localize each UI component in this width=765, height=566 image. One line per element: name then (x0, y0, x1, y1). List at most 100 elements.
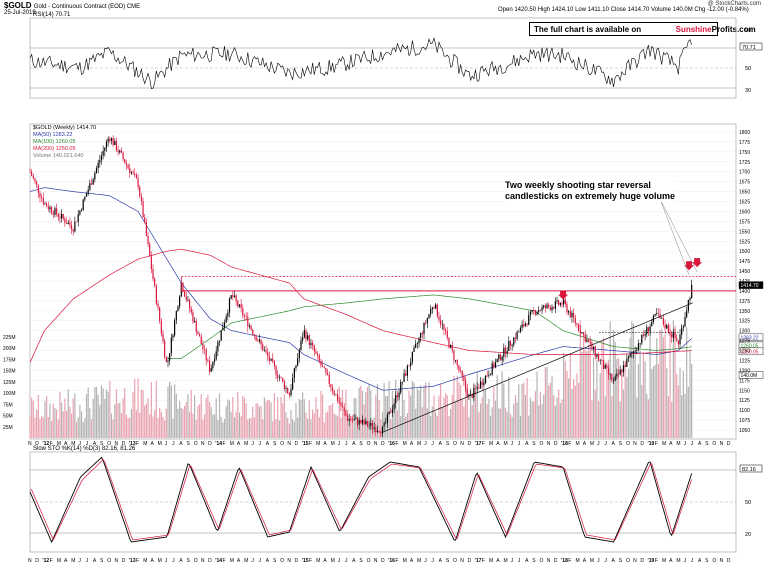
volume-bar (99, 405, 101, 438)
volume-bar (230, 412, 232, 438)
volume-bar (393, 408, 395, 438)
volume-bar (338, 386, 340, 438)
candle-body (265, 350, 267, 353)
x-axis-label: M (662, 558, 666, 564)
candle-body (513, 337, 515, 345)
volume-bar (383, 383, 385, 438)
candle-body (247, 316, 249, 327)
volume-bar (155, 380, 157, 438)
volume-bar (165, 408, 167, 438)
x-axis-label: '17 (475, 441, 482, 447)
volume-bar (589, 335, 591, 438)
candle-body (636, 350, 638, 351)
candle-body (686, 310, 688, 318)
candle-body (283, 381, 285, 389)
volume-bar (436, 415, 438, 438)
volume-bar (278, 420, 280, 438)
x-axis-label: D (295, 441, 299, 447)
x-axis-label: '13 (129, 441, 136, 447)
x-axis-label: A (439, 441, 443, 447)
candle-body (538, 310, 540, 313)
price-tick-label: 1550 (739, 229, 750, 235)
price-tick-label: 1200 (739, 368, 750, 374)
x-axis-label: O (107, 441, 111, 447)
candle-body (423, 323, 425, 334)
candle-body (137, 178, 139, 187)
x-axis-label: D (727, 558, 731, 564)
banner-text: The full chart is available on (534, 25, 642, 34)
volume-bar (450, 408, 452, 438)
candle-body (474, 388, 477, 389)
candle-body (360, 420, 362, 424)
x-axis-label: N (720, 441, 724, 447)
volume-bar (549, 382, 551, 438)
volume-bar (157, 418, 159, 438)
volume-bar (326, 411, 329, 438)
candle-body (174, 320, 176, 336)
candle-body (200, 336, 202, 345)
candle-body (212, 361, 214, 368)
candle-body (484, 375, 487, 383)
volume-bar (293, 421, 295, 438)
x-axis-label: O (453, 558, 457, 564)
candle-body (667, 325, 669, 333)
volume-bar (317, 408, 319, 438)
volume-bar (361, 390, 364, 438)
volume-bar (632, 323, 635, 438)
candle-body (410, 362, 412, 367)
volume-bar (395, 379, 397, 438)
candle-body (325, 367, 327, 373)
volume-bar (509, 413, 512, 438)
candle-body (503, 347, 505, 357)
volume-bar (72, 398, 74, 438)
volume-bar (376, 384, 379, 438)
volume-bar (192, 413, 194, 438)
volume-bar (513, 403, 515, 438)
x-axis-label: '16 (388, 441, 395, 447)
candle-body (396, 395, 399, 398)
volume-bar (95, 386, 98, 438)
volume-bar (295, 402, 297, 438)
volume-bar (473, 382, 475, 438)
candle-body (578, 324, 580, 331)
volume-bar (205, 398, 207, 438)
candle-body (57, 214, 59, 218)
volume-bar (341, 389, 344, 438)
legend-gold: $GOLD (Weekly) 1414.70 (33, 125, 97, 131)
candle-body (370, 422, 372, 426)
volume-bar (415, 408, 417, 438)
candle-body (54, 208, 56, 215)
x-axis-label: M (662, 441, 666, 447)
candle-body (87, 189, 89, 194)
volume-bar (69, 406, 71, 438)
arrow-shooting-star-1 (684, 261, 695, 271)
candle-body (130, 172, 133, 174)
volume-bar (454, 401, 457, 438)
availability-banner[interactable]: The full chart is available on SunshineP… (529, 22, 756, 36)
candle-body (386, 414, 389, 423)
volume-bar (198, 404, 201, 438)
candle-body (491, 363, 493, 375)
x-axis-label: O (367, 558, 371, 564)
volume-bar (94, 387, 96, 438)
price-tick-label: 1225 (739, 358, 750, 364)
x-axis-label: '17 (475, 558, 482, 564)
x-axis-label: N (28, 441, 32, 447)
x-axis-label: A (266, 441, 270, 447)
candle-body (391, 409, 394, 413)
candle-body (689, 298, 691, 301)
x-axis-label: '18 (561, 558, 568, 564)
price-tick-label: 1175 (739, 378, 750, 384)
candle-body (627, 356, 630, 359)
volume-bar (31, 397, 33, 438)
x-axis-label: S (446, 558, 450, 564)
x-axis-label: F (395, 441, 398, 447)
candle-body (305, 330, 307, 340)
x-axis-label: O (712, 558, 716, 564)
x-axis-label: M (244, 558, 248, 564)
candle-body (428, 314, 430, 319)
candle-body (546, 304, 548, 309)
x-axis-label: O (712, 441, 716, 447)
candle-body (46, 203, 48, 207)
price-tick-label: 1400 (739, 289, 750, 295)
